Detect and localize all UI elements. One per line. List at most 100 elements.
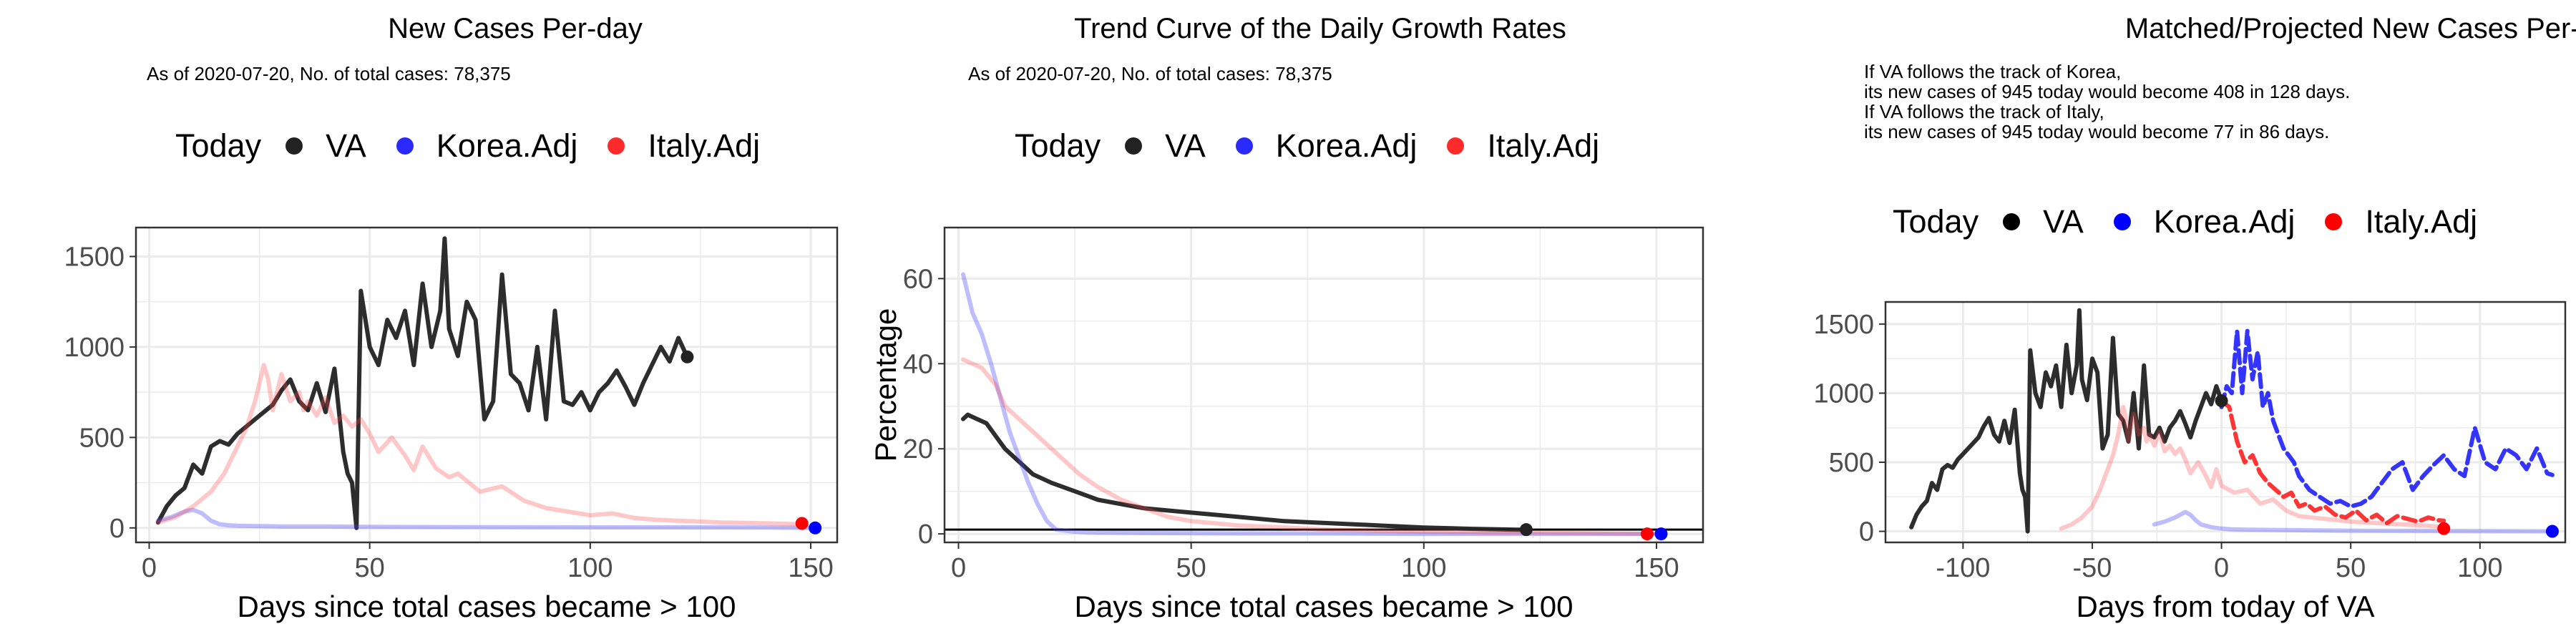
today-point-italy-adj xyxy=(1640,527,1654,541)
series-line-italy-adj xyxy=(155,363,804,527)
legend-item-korea: Korea.Adj xyxy=(1235,127,1418,165)
y-tick-label: 0 xyxy=(109,514,125,544)
series-line-italy-adj-projected xyxy=(2219,399,2446,525)
legend-label-va: VA xyxy=(2043,203,2084,240)
panel-growth-rates: Trend Curve of the Daily Growth Rates As… xyxy=(859,0,1717,644)
series-line-korea-adj-projected xyxy=(2219,328,2555,509)
plot-border xyxy=(943,226,1704,544)
x-axis-title: Days since total cases became > 100 xyxy=(238,590,736,623)
x-tick-label: 0 xyxy=(142,553,157,583)
x-axis-title: Days from today of VA xyxy=(2076,590,2374,623)
legend-label-italy: Italy.Adj xyxy=(1487,127,1600,164)
annotation-line: If VA follows the track of Korea, xyxy=(1864,61,2122,82)
legend-key-italy xyxy=(1447,137,1465,155)
chart-subtitle: As of 2020-07-20, No. of total cases: 78… xyxy=(147,63,511,84)
today-point-italy-adj xyxy=(2437,522,2451,535)
legend: Today VA Korea.Adj Italy.Adj xyxy=(1015,127,1629,165)
y-tick-label: 0 xyxy=(918,519,933,550)
x-tick-label: -50 xyxy=(2073,553,2112,583)
series-line-va xyxy=(155,236,690,530)
x-tick-label: 50 xyxy=(355,553,385,583)
today-point-italy-adj xyxy=(795,517,809,530)
x-axis-title: Days since total cases became > 100 xyxy=(1075,590,1574,623)
x-tick-label: 100 xyxy=(567,553,613,583)
legend-label-korea: Korea.Adj xyxy=(2153,203,2296,240)
y-tick-label: 20 xyxy=(903,434,933,464)
chart-plot: 0 50 100 150 0 20 40 60 Days since total cases b… xyxy=(869,226,1704,623)
today-point-korea-adj xyxy=(809,521,822,535)
legend-key-italy xyxy=(2325,213,2343,230)
legend-key-va xyxy=(286,137,303,155)
legend-item-va: VA xyxy=(286,127,366,165)
annotation-line: its new cases of 945 today would become … xyxy=(1864,121,2330,142)
today-point-va xyxy=(1519,523,1533,537)
legend-title: Today xyxy=(1893,203,1979,240)
legend-label-korea: Korea.Adj xyxy=(436,127,578,164)
today-point-korea-adj xyxy=(2545,525,2559,538)
y-tick-label: 500 xyxy=(1829,448,1874,478)
y-tick-label: 1500 xyxy=(64,242,125,272)
today-point-korea-adj xyxy=(1654,527,1668,541)
today-point-va xyxy=(680,350,694,364)
series-line-italy-adj-matched xyxy=(2059,404,2446,531)
legend-item-va: VA xyxy=(2003,203,2084,240)
legend-label-italy: Italy.Adj xyxy=(648,127,761,164)
y-tick-label: 0 xyxy=(1859,517,1874,547)
y-tick-label: 1500 xyxy=(1813,310,1874,340)
annotation-line: If VA follows the track of Italy, xyxy=(1864,101,2104,122)
chart-title: Trend Curve of the Daily Growth Rates xyxy=(1074,13,1566,44)
legend-title: Today xyxy=(1015,127,1101,164)
projection-annotation: If VA follows the track of Korea, its ne… xyxy=(1864,62,2350,142)
legend-label-italy: Italy.Adj xyxy=(2365,203,2478,240)
legend-item-korea: Korea.Adj xyxy=(396,127,578,165)
annotation-line: its new cases of 945 today would become … xyxy=(1864,81,2351,102)
legend-key-va xyxy=(1125,137,1143,155)
x-tick-label: -100 xyxy=(1936,553,1990,583)
series-line-italy-adj xyxy=(961,357,1649,537)
legend-item-italy: Italy.Adj xyxy=(2325,203,2477,240)
legend: Today VA Korea.Adj Italy.Adj xyxy=(1893,203,2507,240)
today-point-va xyxy=(2215,394,2228,408)
legend-key-korea xyxy=(2113,213,2131,230)
chart-title: New Cases Per-day xyxy=(388,13,643,44)
panel-projected: Matched/Projected New Cases Per-day If V… xyxy=(1717,0,2576,644)
chart-subtitle: As of 2020-07-20, No. of total cases: 78… xyxy=(968,63,1332,84)
legend-label-va: VA xyxy=(1165,127,1206,164)
legend-title: Today xyxy=(175,127,262,164)
legend-key-va xyxy=(2003,213,2021,230)
legend-label-va: VA xyxy=(326,127,366,164)
legend-item-va: VA xyxy=(1125,127,1206,165)
x-tick-label: 50 xyxy=(1176,553,1206,583)
x-tick-label: 100 xyxy=(2457,553,2502,583)
x-tick-label: 0 xyxy=(2214,553,2229,583)
x-tick-label: 50 xyxy=(2336,553,2366,583)
legend-item-italy: Italy.Adj xyxy=(1447,127,1599,165)
legend-key-korea xyxy=(1235,137,1253,155)
plot-border xyxy=(1884,301,2567,544)
series-line-korea-adj xyxy=(961,272,1664,537)
legend-item-korea: Korea.Adj xyxy=(2113,203,2296,240)
legend-key-korea xyxy=(396,137,414,155)
series-line-korea-adj xyxy=(155,507,818,530)
series-line-va xyxy=(961,412,1528,532)
y-tick-label: 40 xyxy=(903,349,933,379)
legend-item-italy: Italy.Adj xyxy=(608,127,760,165)
x-tick-label: 150 xyxy=(1634,553,1679,583)
x-tick-label: 150 xyxy=(788,553,833,583)
x-tick-label: 0 xyxy=(951,553,966,583)
chart-title: Matched/Projected New Cases Per-day xyxy=(2124,13,2576,44)
y-axis-title: Percentage xyxy=(869,308,902,462)
y-tick-label: 1000 xyxy=(64,333,125,363)
y-tick-label: 500 xyxy=(79,423,125,453)
y-tick-label: 60 xyxy=(903,264,933,294)
plot-border xyxy=(135,226,839,544)
series-line-va xyxy=(1909,308,2224,534)
x-tick-label: 100 xyxy=(1401,553,1446,583)
series-line-korea-adj-matched xyxy=(2152,509,2555,534)
panel-new-cases: New Cases Per-day As of 2020-07-20, No. … xyxy=(0,0,859,644)
y-tick-label: 1000 xyxy=(1813,379,1874,409)
legend-label-korea: Korea.Adj xyxy=(1275,127,1418,164)
legend: Today VA Korea.Adj Italy.Adj xyxy=(175,127,790,165)
